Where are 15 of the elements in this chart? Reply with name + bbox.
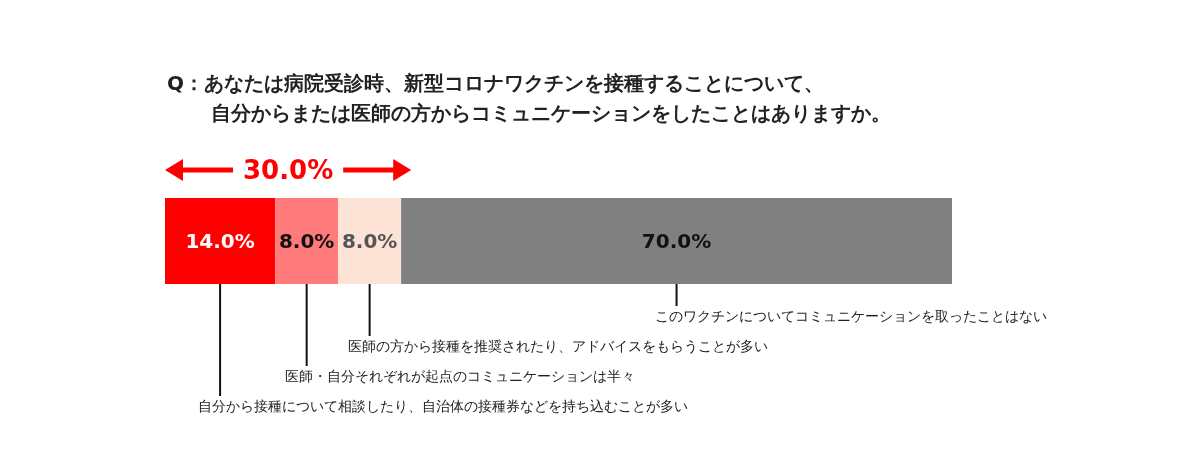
text: 30.0% [243, 155, 334, 185]
text: 医師・自分それぞれが起点のコミュニケーションは半々 [284, 368, 635, 384]
text: 自分から接種について相談したり、自治体の接種券などを持ち込むことが多い [198, 398, 689, 414]
chart-subtitle: 自分からまたは医師の方からコミュニケーションをしたことはありますか。 [211, 100, 892, 127]
text: 医師の方から接種を推奨されたり、アドバイスをもらうことが多い [347, 338, 768, 354]
bar [338, 198, 402, 284]
bar [401, 198, 952, 284]
bar [275, 198, 339, 284]
data-label: 14.0% [185, 229, 255, 253]
bar [165, 198, 276, 284]
data-label: 70.0% [641, 229, 712, 253]
data-label: 8.0% [341, 229, 398, 253]
chart-title: Q：あなたは病院受診時、新型コロナワクチンを接種することについて、 [167, 70, 825, 97]
series-label: このワクチンについてコミュニケーションを取ったことはない [654, 308, 1047, 324]
data-label: 8.0% [278, 229, 335, 253]
